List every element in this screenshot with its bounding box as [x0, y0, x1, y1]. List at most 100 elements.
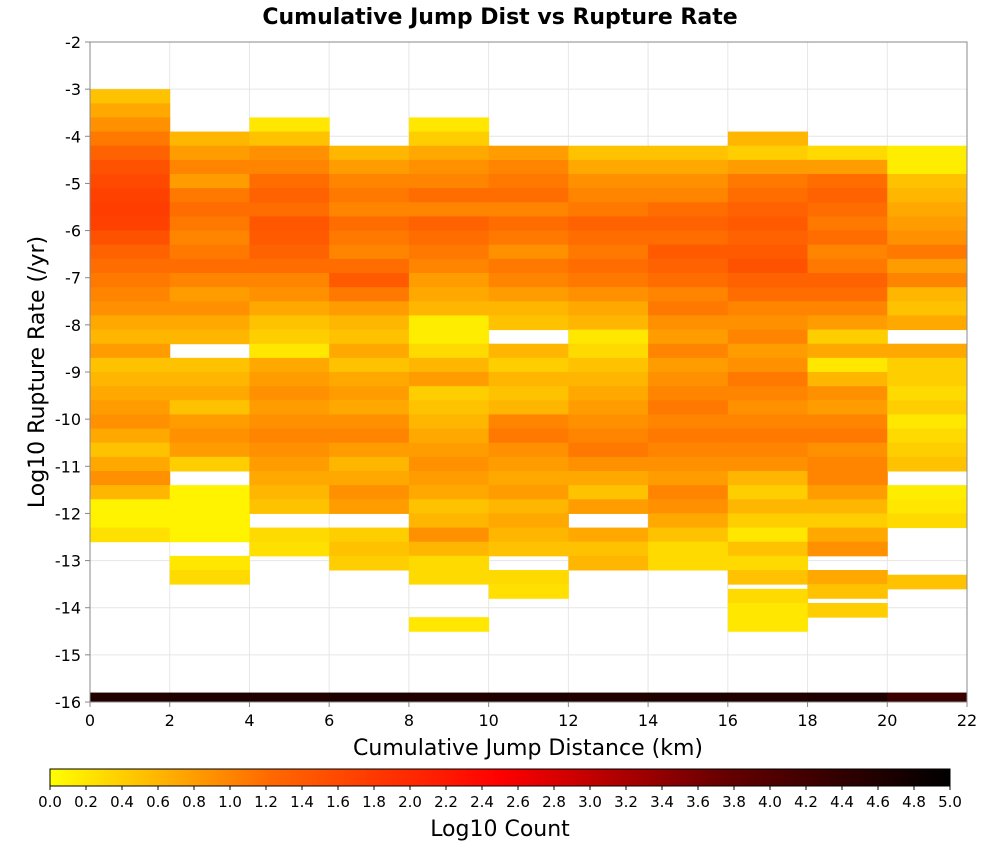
x-axis-label: Cumulative Jump Distance (km): [353, 736, 703, 761]
heatmap-cell: [807, 372, 888, 387]
heatmap-cell: [807, 499, 888, 514]
heatmap-cell: [807, 244, 888, 260]
heatmap-cell: [727, 287, 809, 302]
heatmap-cell: [887, 442, 968, 458]
heatmap-cell: [90, 103, 171, 118]
x-tick-label: 22: [957, 711, 977, 730]
heatmap-cell: [329, 145, 410, 161]
heatmap-cell: [727, 357, 809, 373]
heatmap-cell: [90, 499, 171, 514]
heatmap-cell: [488, 244, 569, 260]
heatmap-cell: [807, 428, 888, 444]
heatmap-cell: [488, 174, 569, 189]
heatmap-cell: [648, 541, 729, 557]
heatmap-cell: [488, 315, 569, 331]
heatmap-cell: [807, 386, 888, 401]
heatmap-cell: [249, 456, 330, 472]
heatmap-cell: [727, 570, 809, 585]
heatmap-cell: [169, 244, 250, 260]
heatmap-cell: [169, 230, 250, 246]
heatmap-cell: [249, 357, 330, 373]
heatmap-cell: [568, 244, 649, 260]
heatmap-cell: [568, 555, 649, 571]
colorbar-tick-label: 2.4: [470, 793, 494, 811]
heatmap-cell: [488, 372, 569, 387]
heatmap-cell: [568, 329, 649, 345]
heatmap-cell: [329, 485, 410, 500]
heatmap-cell: [90, 117, 171, 133]
heatmap-cell: [169, 131, 250, 147]
heatmap-cell: [169, 202, 250, 217]
heatmap-cell: [169, 400, 250, 415]
heatmap-cell: [887, 343, 968, 359]
colorbar-tick-label: 4.6: [866, 793, 890, 811]
heatmap-cell: [727, 145, 809, 161]
heatmap-cell: [488, 513, 569, 529]
heatmap-cell: [90, 471, 171, 486]
heatmap-cell: [887, 287, 968, 302]
heatmap-cell: [408, 485, 490, 500]
heatmap-cell: [488, 471, 569, 486]
x-tick-label: 6: [324, 711, 334, 730]
heatmap-cell: [249, 230, 330, 246]
heatmap-cell: [408, 202, 490, 217]
heatmap-cell: [568, 357, 649, 373]
x-tick-label: 12: [558, 711, 578, 730]
heatmap-cell-floor: [90, 692, 171, 702]
heatmap-cell: [727, 188, 809, 203]
heatmap-cell: [727, 499, 809, 514]
heatmap-cell: [568, 216, 649, 232]
heatmap-cell: [488, 428, 569, 444]
colorbar-tick-label: 0.2: [74, 793, 98, 811]
heatmap-cell: [488, 414, 569, 430]
x-axis-ticks: 0 2 4 6 8 10 12 14 16 18 20 22: [85, 702, 977, 730]
heatmap-cell: [249, 174, 330, 189]
heatmap-cell: [90, 442, 171, 458]
heatmap-cell: [568, 471, 649, 486]
heatmap-cell: [807, 159, 888, 175]
heatmap-cell: [90, 414, 171, 430]
heatmap-cell: [727, 230, 809, 246]
colorbar-tick-label: 1.0: [218, 793, 242, 811]
heatmap-cell: [249, 471, 330, 486]
heatmap-cell: [90, 202, 171, 217]
heatmap-cell: [329, 244, 410, 260]
heatmap-cell: [887, 188, 968, 203]
heatmap-cell: [807, 315, 888, 331]
heatmap-cell: [90, 188, 171, 203]
heatmap-cell: [807, 343, 888, 359]
heatmap-cell: [169, 555, 250, 571]
heatmap-cell: [807, 329, 888, 345]
y-tick-label: -3: [65, 80, 81, 99]
heatmap-cell: [648, 513, 729, 529]
heatmap-cell: [887, 386, 968, 401]
heatmap-cell: [329, 499, 410, 514]
heatmap-cell: [249, 386, 330, 401]
heatmap-cell: [648, 329, 729, 345]
heatmap-cell: [249, 400, 330, 415]
heatmap-cell: [727, 555, 809, 571]
heatmap-cell-floor: [249, 692, 330, 702]
heatmap-cell: [807, 584, 888, 599]
heatmap-cell: [169, 273, 250, 288]
heatmap-cell: [887, 258, 968, 274]
y-axis-ticks: -2 -3 -4 -5 -6 -7 -8 -9 -10 -11 -12 -13 -14 -15 -16: [55, 33, 90, 712]
heatmap-cell: [488, 273, 569, 288]
heatmap-cell-floor: [408, 692, 490, 702]
y-tick-label: -10: [55, 410, 81, 429]
colorbar-tick-label: 2.2: [434, 793, 458, 811]
colorbar-tick-label: 3.8: [722, 793, 746, 811]
colorbar-tick-label: 3.2: [614, 793, 638, 811]
heatmap-cell: [807, 471, 888, 486]
heatmap-cell: [887, 174, 968, 189]
colorbar: [49, 768, 951, 787]
colorbar-tick-label: 3.6: [686, 793, 710, 811]
heatmap-cell: [169, 442, 250, 458]
y-tick-label: -13: [55, 552, 81, 571]
heatmap-cell: [648, 357, 729, 373]
heatmap-cell: [329, 258, 410, 274]
heatmap-cell: [568, 188, 649, 203]
heatmap-cell: [807, 188, 888, 203]
heatmap-cell: [408, 117, 490, 133]
heatmap-cell: [249, 372, 330, 387]
